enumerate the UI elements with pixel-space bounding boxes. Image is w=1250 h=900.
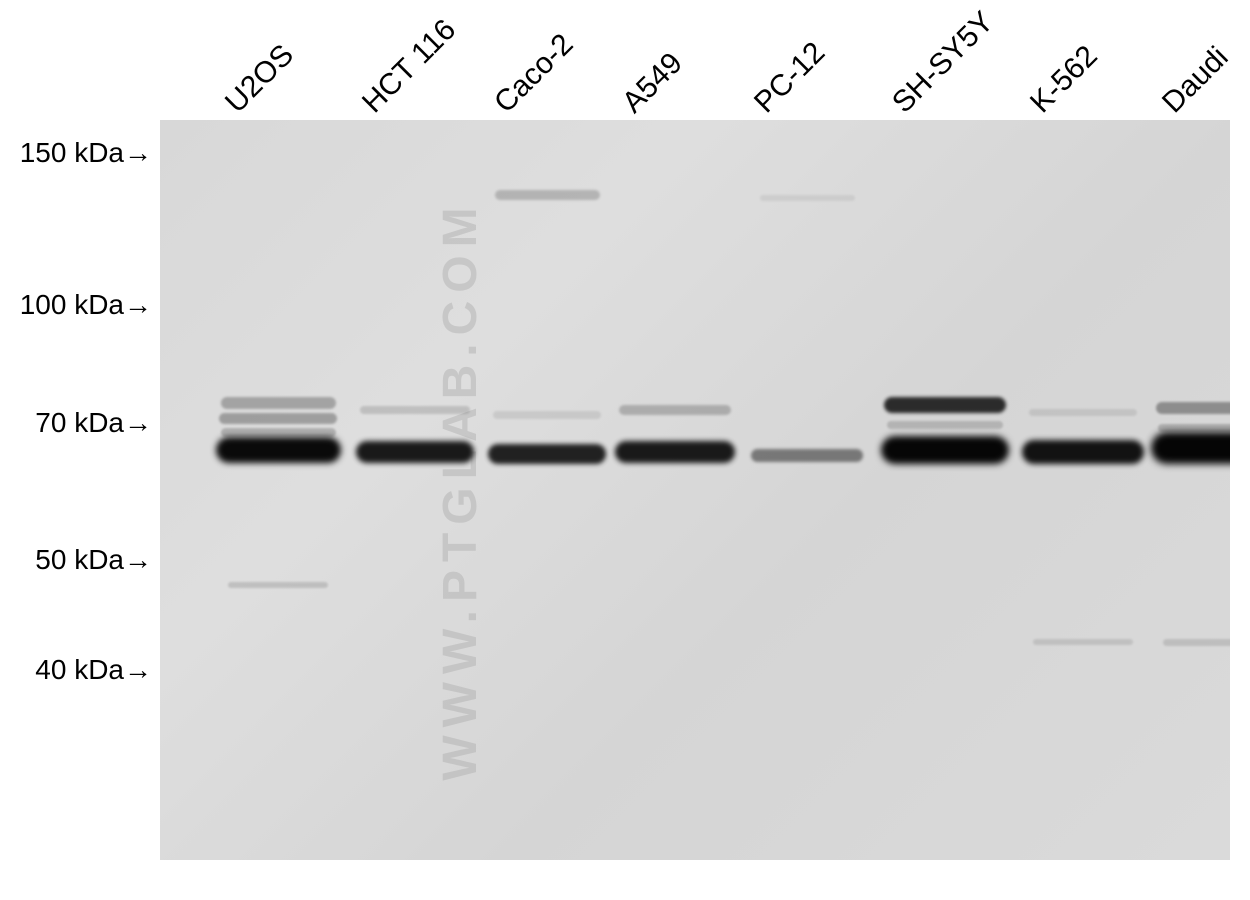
lane-label: U2OS	[219, 38, 301, 120]
blot-band	[887, 421, 1003, 429]
blot-band	[751, 449, 863, 462]
blot-band	[221, 428, 336, 437]
blot-membrane: WWW.PTGLAB.COM	[160, 120, 1230, 860]
blot-band	[760, 195, 855, 201]
lane-label: SH-SY5Y	[886, 5, 1001, 120]
marker-label: 150 kDa→	[20, 137, 152, 169]
lane-labels-row: U2OSHCT 116Caco-2A549PC-12SH-SY5YK-562Da…	[160, 0, 1230, 120]
blot-band	[219, 413, 337, 424]
blot-band	[1029, 409, 1137, 416]
blot-band	[493, 411, 601, 419]
blot-band	[495, 190, 600, 200]
blot-band	[1163, 639, 1231, 646]
lane-label: Caco-2	[488, 28, 580, 120]
marker-label: 100 kDa→	[20, 289, 152, 321]
marker-labels-column: 150 kDa→ 100 kDa→ 70 kDa→ 50 kDa→ 40 kDa→	[0, 120, 160, 860]
blot-band	[615, 441, 735, 463]
marker-label: 70 kDa→	[35, 407, 152, 439]
lane-label: PC-12	[748, 36, 832, 120]
blot-band	[1022, 440, 1144, 464]
blot-band	[619, 405, 731, 415]
blot-band	[1158, 424, 1231, 432]
watermark-text: WWW.PTGLAB.COM	[433, 199, 488, 780]
blot-band	[884, 397, 1006, 413]
lane-label: A549	[616, 46, 690, 120]
western-blot-figure: U2OS HCT 116 Caco-2 A549 PC-12 SH-SY5Y K-562 Da…	[0, 0, 1250, 900]
blot-band	[881, 436, 1009, 464]
blot-band	[1151, 432, 1230, 464]
blot-band	[228, 582, 328, 588]
lane-label: HCT 116	[356, 13, 463, 120]
marker-label: 50 kDa→	[35, 544, 152, 576]
blot-band	[221, 397, 336, 409]
lane-label: K-562	[1024, 39, 1105, 120]
marker-label: 40 kDa→	[35, 654, 152, 686]
blot-band	[488, 444, 606, 464]
blot-band	[1156, 402, 1230, 414]
lane-label: Daudi	[1156, 41, 1235, 120]
blot-band	[216, 437, 341, 463]
blot-band	[1033, 639, 1133, 645]
blot-band	[360, 406, 470, 414]
blot-band	[356, 441, 474, 463]
